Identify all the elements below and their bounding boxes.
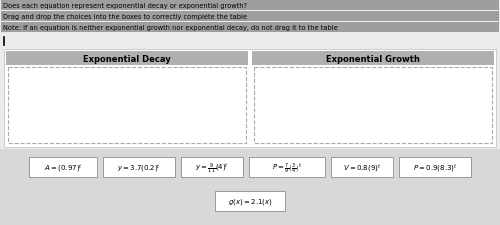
- Text: $y = \frac{9}{11}(4)^{t}$: $y = \frac{9}{11}(4)^{t}$: [195, 160, 229, 174]
- FancyBboxPatch shape: [215, 191, 285, 211]
- FancyBboxPatch shape: [1, 23, 499, 33]
- Text: Does each equation represent exponential decay or exponential growth?: Does each equation represent exponential…: [3, 3, 247, 9]
- FancyBboxPatch shape: [6, 52, 248, 66]
- FancyBboxPatch shape: [29, 157, 97, 177]
- Text: $A = (0.97)^{t}$: $A = (0.97)^{t}$: [44, 161, 82, 173]
- Text: $P = 0.9(8.3)^{t}$: $P = 0.9(8.3)^{t}$: [412, 161, 458, 173]
- Text: Note: If an equation is neither exponential growth nor exponential decay, do not: Note: If an equation is neither exponent…: [3, 25, 338, 31]
- FancyBboxPatch shape: [252, 52, 494, 66]
- FancyBboxPatch shape: [0, 149, 500, 225]
- FancyBboxPatch shape: [1, 12, 499, 22]
- Text: Exponential Growth: Exponential Growth: [326, 54, 420, 63]
- FancyBboxPatch shape: [181, 157, 243, 177]
- FancyBboxPatch shape: [103, 157, 175, 177]
- FancyBboxPatch shape: [399, 157, 471, 177]
- Text: Drag and drop the choices into the boxes to correctly complete the table: Drag and drop the choices into the boxes…: [3, 14, 247, 20]
- Text: $V = 0.8(9)^{t}$: $V = 0.8(9)^{t}$: [343, 161, 381, 173]
- Text: $y = 3.7(0.2)^{t}$: $y = 3.7(0.2)^{t}$: [117, 161, 161, 173]
- FancyBboxPatch shape: [249, 157, 325, 177]
- FancyBboxPatch shape: [4, 50, 496, 147]
- Text: $g(x) = 2.1(x)$: $g(x) = 2.1(x)$: [228, 196, 272, 206]
- FancyBboxPatch shape: [8, 68, 246, 143]
- Text: $P = \frac{7}{9}\left(\frac{3}{4}\right)^{t}$: $P = \frac{7}{9}\left(\frac{3}{4}\right)…: [272, 160, 302, 174]
- Text: Exponential Decay: Exponential Decay: [83, 54, 171, 63]
- FancyBboxPatch shape: [331, 157, 393, 177]
- FancyBboxPatch shape: [254, 68, 492, 143]
- FancyBboxPatch shape: [1, 1, 499, 11]
